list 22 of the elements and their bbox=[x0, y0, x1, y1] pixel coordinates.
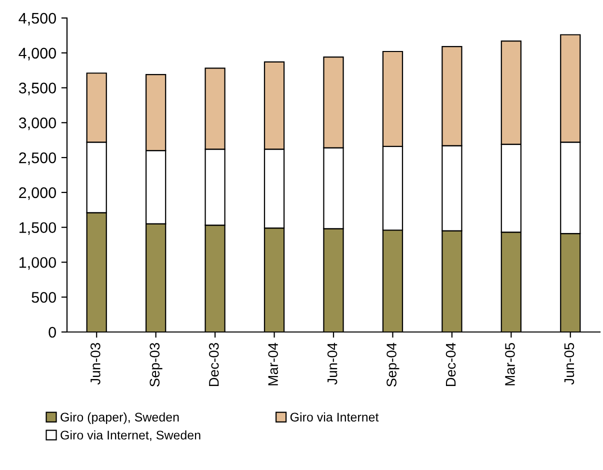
x-tick-label: Dec-03 bbox=[208, 343, 219, 386]
y-tick-label: 4,500 bbox=[18, 12, 56, 26]
x-tick-label: Jun-04 bbox=[327, 342, 338, 385]
y-tick-label: 3,000 bbox=[18, 118, 56, 130]
y-tick-label: 1,000 bbox=[20, 257, 56, 270]
x-tick-label: Jun-03 bbox=[90, 343, 100, 385]
x-tick-label: Sep-04 bbox=[386, 342, 400, 387]
y-tick-label: 4,000 bbox=[18, 48, 56, 60]
x-tick-label: Jun-05 bbox=[564, 342, 574, 385]
y-tick-label: 1,500 bbox=[20, 222, 56, 235]
legend-label: Giro via Internet bbox=[290, 412, 379, 422]
y-tick-label: 2,500 bbox=[19, 152, 56, 166]
y-tick-label: 2,000 bbox=[19, 187, 56, 200]
y-tick-label: 3,500 bbox=[18, 82, 56, 96]
x-tick-label: Mar-04 bbox=[268, 342, 278, 386]
y-tick-label: 0 bbox=[48, 326, 56, 338]
x-tick-label: Dec-04 bbox=[446, 342, 456, 386]
x-tick-label: Mar-05 bbox=[505, 342, 515, 386]
y-tick-label: 500 bbox=[32, 292, 56, 303]
x-tick-label: Sep-03 bbox=[150, 343, 162, 387]
legend-label: Giro (paper), Sweden bbox=[60, 412, 179, 424]
legend-label: Giro via Internet, Sweden bbox=[60, 430, 200, 442]
